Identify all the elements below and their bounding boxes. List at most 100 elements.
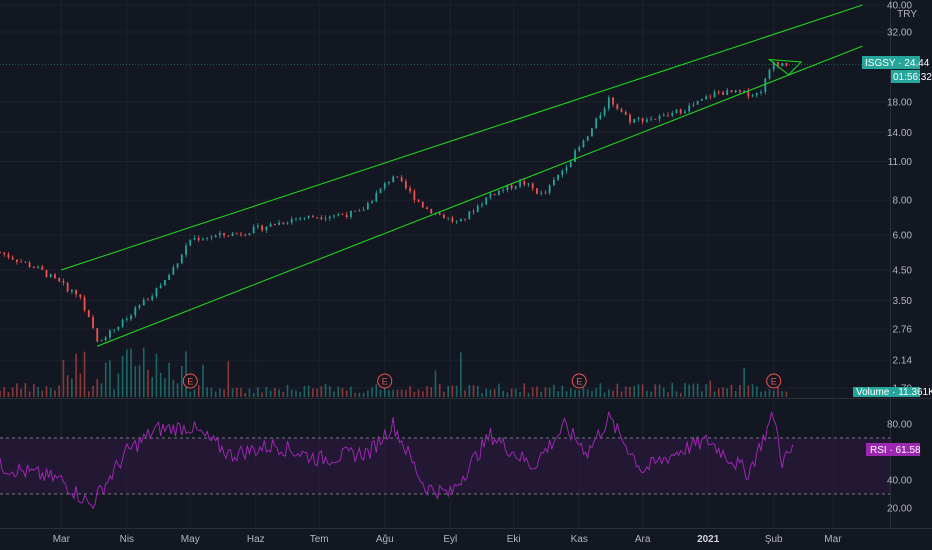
volume-bar <box>705 384 707 397</box>
rsi-band-fill <box>0 438 890 494</box>
volume-bar <box>134 366 137 397</box>
volume-bar <box>350 386 352 397</box>
candle-body <box>244 234 247 236</box>
volume-bar <box>527 392 530 397</box>
earnings-marker-icon <box>766 373 782 389</box>
volume-bar <box>92 385 94 397</box>
rsi-tag-label: RSI · 61.58 <box>870 445 921 456</box>
candle-body <box>747 90 750 97</box>
volume-bar <box>692 383 695 397</box>
rsi-tick-label: 80.00 <box>887 420 912 431</box>
volume-bar <box>197 385 200 397</box>
volume-bar <box>282 391 285 397</box>
time-tick-label: Ağu <box>376 534 394 545</box>
pennant-pattern <box>767 58 803 76</box>
candle-body <box>307 215 310 218</box>
volume-bar <box>510 388 513 397</box>
volume-bar <box>586 389 589 397</box>
price-countdown: 01:56:32 <box>893 72 932 83</box>
volume-bar <box>168 362 170 397</box>
candle-body <box>540 192 543 194</box>
volume-bar <box>506 392 509 397</box>
candle-body <box>341 214 344 216</box>
volume-bar <box>633 386 636 397</box>
price-tick-label: 18.00 <box>887 97 912 108</box>
volume-bar <box>557 391 559 397</box>
channel-trendlines[interactable] <box>61 4 863 347</box>
candle-body <box>96 328 99 342</box>
volume-bar <box>561 385 564 397</box>
candle-body <box>624 111 627 115</box>
candle-body <box>32 266 35 269</box>
candle-body <box>675 109 678 114</box>
candle-body <box>552 179 555 186</box>
volume-bar <box>502 390 504 397</box>
volume-bar <box>307 385 310 397</box>
time-tick-label: May <box>181 534 200 545</box>
volume-bar <box>578 390 581 397</box>
candle-body <box>316 217 319 219</box>
volume-bar <box>244 392 247 397</box>
volume-bar <box>227 361 230 397</box>
volume-bar <box>0 390 1 397</box>
candle-body <box>650 118 653 120</box>
volume-bar <box>126 349 128 397</box>
candle-body <box>472 211 475 213</box>
candle-body <box>755 93 758 96</box>
axis-labels: 40.00 32.00 18.00 14.00 11.00 8.00 6.00 4.50 3.5… <box>53 1 913 546</box>
volume-bar <box>489 389 492 397</box>
volume-bar <box>603 392 606 397</box>
volume-bar <box>130 348 132 397</box>
volume-bar <box>252 392 255 397</box>
candle-body <box>176 263 179 268</box>
candle-body <box>117 326 120 330</box>
candle-body <box>311 215 314 218</box>
candle-body <box>79 294 82 298</box>
candle-body <box>350 210 352 218</box>
candle-body <box>282 222 285 224</box>
volume-bar <box>371 387 373 397</box>
candle-body <box>502 189 505 191</box>
volume-bar <box>299 391 301 397</box>
candle-body <box>168 274 171 281</box>
time-tick-label: Şub <box>765 534 783 545</box>
earnings-marker-label: E <box>771 377 777 387</box>
volume-bar <box>608 389 610 397</box>
volume-bar <box>33 383 35 397</box>
time-tick-label: Eyl <box>443 534 457 545</box>
candle-body <box>324 218 327 220</box>
rsi-tick-label: 40.00 <box>887 476 912 487</box>
candle-body <box>679 109 682 114</box>
candle-body <box>498 190 500 195</box>
earnings-marker-label: E <box>382 377 388 387</box>
volume-bar <box>159 372 162 397</box>
volume-bar <box>290 389 293 397</box>
volume-bar <box>430 387 433 397</box>
volume-bar <box>701 391 703 397</box>
candle-body <box>751 95 754 97</box>
candle-body <box>142 299 145 306</box>
volume-bar <box>641 384 644 397</box>
volume-bar <box>734 390 737 397</box>
volume-bar <box>320 385 323 397</box>
volume-bar <box>396 389 399 397</box>
volume-bar <box>54 390 56 397</box>
candle-body <box>700 98 703 101</box>
time-tick-label: Nis <box>120 534 134 545</box>
volume-bar <box>185 351 187 397</box>
candle-body <box>252 226 255 234</box>
candle-body <box>337 214 340 216</box>
candle-body <box>223 233 225 236</box>
candle-body <box>684 111 686 114</box>
candle-body <box>303 217 306 219</box>
candle-body <box>464 218 466 220</box>
candle-body <box>333 215 335 217</box>
volume-bar <box>481 392 483 397</box>
volume-bar <box>675 391 678 397</box>
volume-bar <box>684 383 686 397</box>
candle-body <box>726 90 729 95</box>
candle-body <box>658 115 661 120</box>
